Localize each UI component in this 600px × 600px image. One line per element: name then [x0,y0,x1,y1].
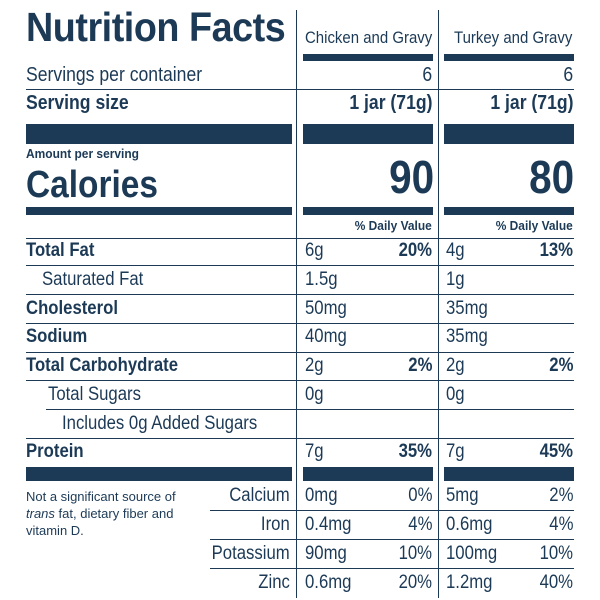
total-sugars-amount-turkey: 0g [446,384,465,405]
rule-servings [26,89,574,90]
rule-sodium [26,352,574,353]
amount-per-serving-label: Amount per serving [26,146,139,161]
daily-value-header-turkey: % Daily Value [495,218,573,233]
rule-dv-header [26,238,574,239]
zinc-dv-turkey: 40% [539,572,573,593]
rule-cholesterol [26,323,574,324]
daily-value-header-chicken: % Daily Value [354,218,432,233]
total-fat-dv-chicken: 20% [398,240,432,261]
total-fat-amount-chicken: 6g [305,240,324,261]
potassium-dv-turkey: 10% [539,543,573,564]
column-divider-1 [296,10,297,598]
zinc-amount-chicken: 0.6mg [305,572,352,593]
potassium-dv-chicken: 10% [398,543,432,564]
panel-title: Nutrition Facts [26,4,286,50]
calories-bar-col1 [303,207,433,215]
added-sugars-label: Includes 0g Added Sugars [62,413,258,434]
calories-bar-col2 [444,207,574,215]
calcium-amount-chicken: 0mg [305,485,338,506]
calories-turkey: 80 [528,151,574,203]
column-header-turkey: Turkey and Gravy [454,28,573,47]
sodium-amount-chicken: 40mg [305,326,347,347]
total-fat-dv-turkey: 13% [539,240,573,261]
sodium-label: Sodium [26,326,88,347]
column-header-chicken: Chicken and Gravy [305,28,433,47]
calories-bar-left [26,207,292,215]
zinc-amount-turkey: 1.2mg [446,572,493,593]
servings-chicken: 6 [422,64,432,86]
serving-size-turkey: 1 jar (71g) [489,92,573,114]
serving-size-chicken: 1 jar (71g) [348,92,432,114]
saturated-fat-amount-chicken: 1.5g [305,269,338,290]
calories-chicken: 90 [388,151,434,203]
iron-amount-chicken: 0.4mg [305,514,352,535]
protein-bar-col1 [303,467,433,481]
rule-total-fat [26,265,574,266]
footnote-italic: trans [26,506,55,521]
calcium-amount-turkey: 5mg [446,485,479,506]
rule-added-sugars [26,438,574,439]
rule-total-sugars [46,409,574,410]
rule-potassium [210,568,574,569]
rule-calcium [210,510,574,511]
calories-label: Calories [26,164,158,206]
header-bar-col2 [444,54,574,61]
serving-bar-col2 [444,124,574,144]
footnote-prefix: Not a significant source of [26,489,176,504]
rule-saturated-fat [26,294,574,295]
protein-bar-col2 [444,467,574,481]
sodium-amount-turkey: 35mg [446,326,488,347]
protein-bar-left [26,467,292,481]
rule-carbohydrate [26,380,574,381]
carbohydrate-amount-chicken: 2g [305,355,324,376]
carbohydrate-dv-turkey: 2% [548,355,573,376]
calcium-dv-turkey: 2% [548,485,573,506]
protein-amount-turkey: 7g [446,441,465,462]
cholesterol-amount-turkey: 35mg [446,298,488,319]
total-sugars-amount-chicken: 0g [305,384,324,405]
calcium-label: Calcium [229,485,290,506]
zinc-label: Zinc [258,572,290,593]
iron-dv-chicken: 4% [407,514,432,535]
iron-dv-turkey: 4% [548,514,573,535]
column-divider-2 [438,10,439,598]
carbohydrate-amount-turkey: 2g [446,355,465,376]
calcium-dv-chicken: 0% [407,485,432,506]
protein-label: Protein [26,441,84,462]
protein-amount-chicken: 7g [305,441,324,462]
rule-iron [210,539,574,540]
potassium-amount-chicken: 90mg [305,543,347,564]
total-sugars-label: Total Sugars [48,384,141,405]
total-fat-label: Total Fat [26,240,95,261]
carbohydrate-dv-chicken: 2% [407,355,432,376]
header-bar-col1 [303,54,433,61]
protein-dv-turkey: 45% [539,441,573,462]
saturated-fat-amount-turkey: 1g [446,269,465,290]
zinc-dv-chicken: 20% [398,572,432,593]
iron-label: Iron [261,514,290,535]
footnote: Not a significant source of trans fat, d… [26,488,206,539]
total-carbohydrate-label: Total Carbohydrate [26,355,179,376]
cholesterol-amount-chicken: 50mg [305,298,347,319]
serving-size-label: Serving size [26,92,129,114]
saturated-fat-label: Saturated Fat [42,269,144,290]
cholesterol-label: Cholesterol [26,298,118,319]
servings-turkey: 6 [563,64,573,86]
iron-amount-turkey: 0.6mg [446,514,493,535]
protein-dv-chicken: 35% [398,441,432,462]
total-fat-amount-turkey: 4g [446,240,465,261]
potassium-label: Potassium [211,543,290,564]
potassium-amount-turkey: 100mg [446,543,498,564]
serving-bar-col1 [303,124,433,144]
footnote-suffix: fat, dietary fiber and vitamin D. [26,506,174,538]
serving-bar-left [26,124,292,144]
servings-per-container-label: Servings per container [26,64,203,86]
